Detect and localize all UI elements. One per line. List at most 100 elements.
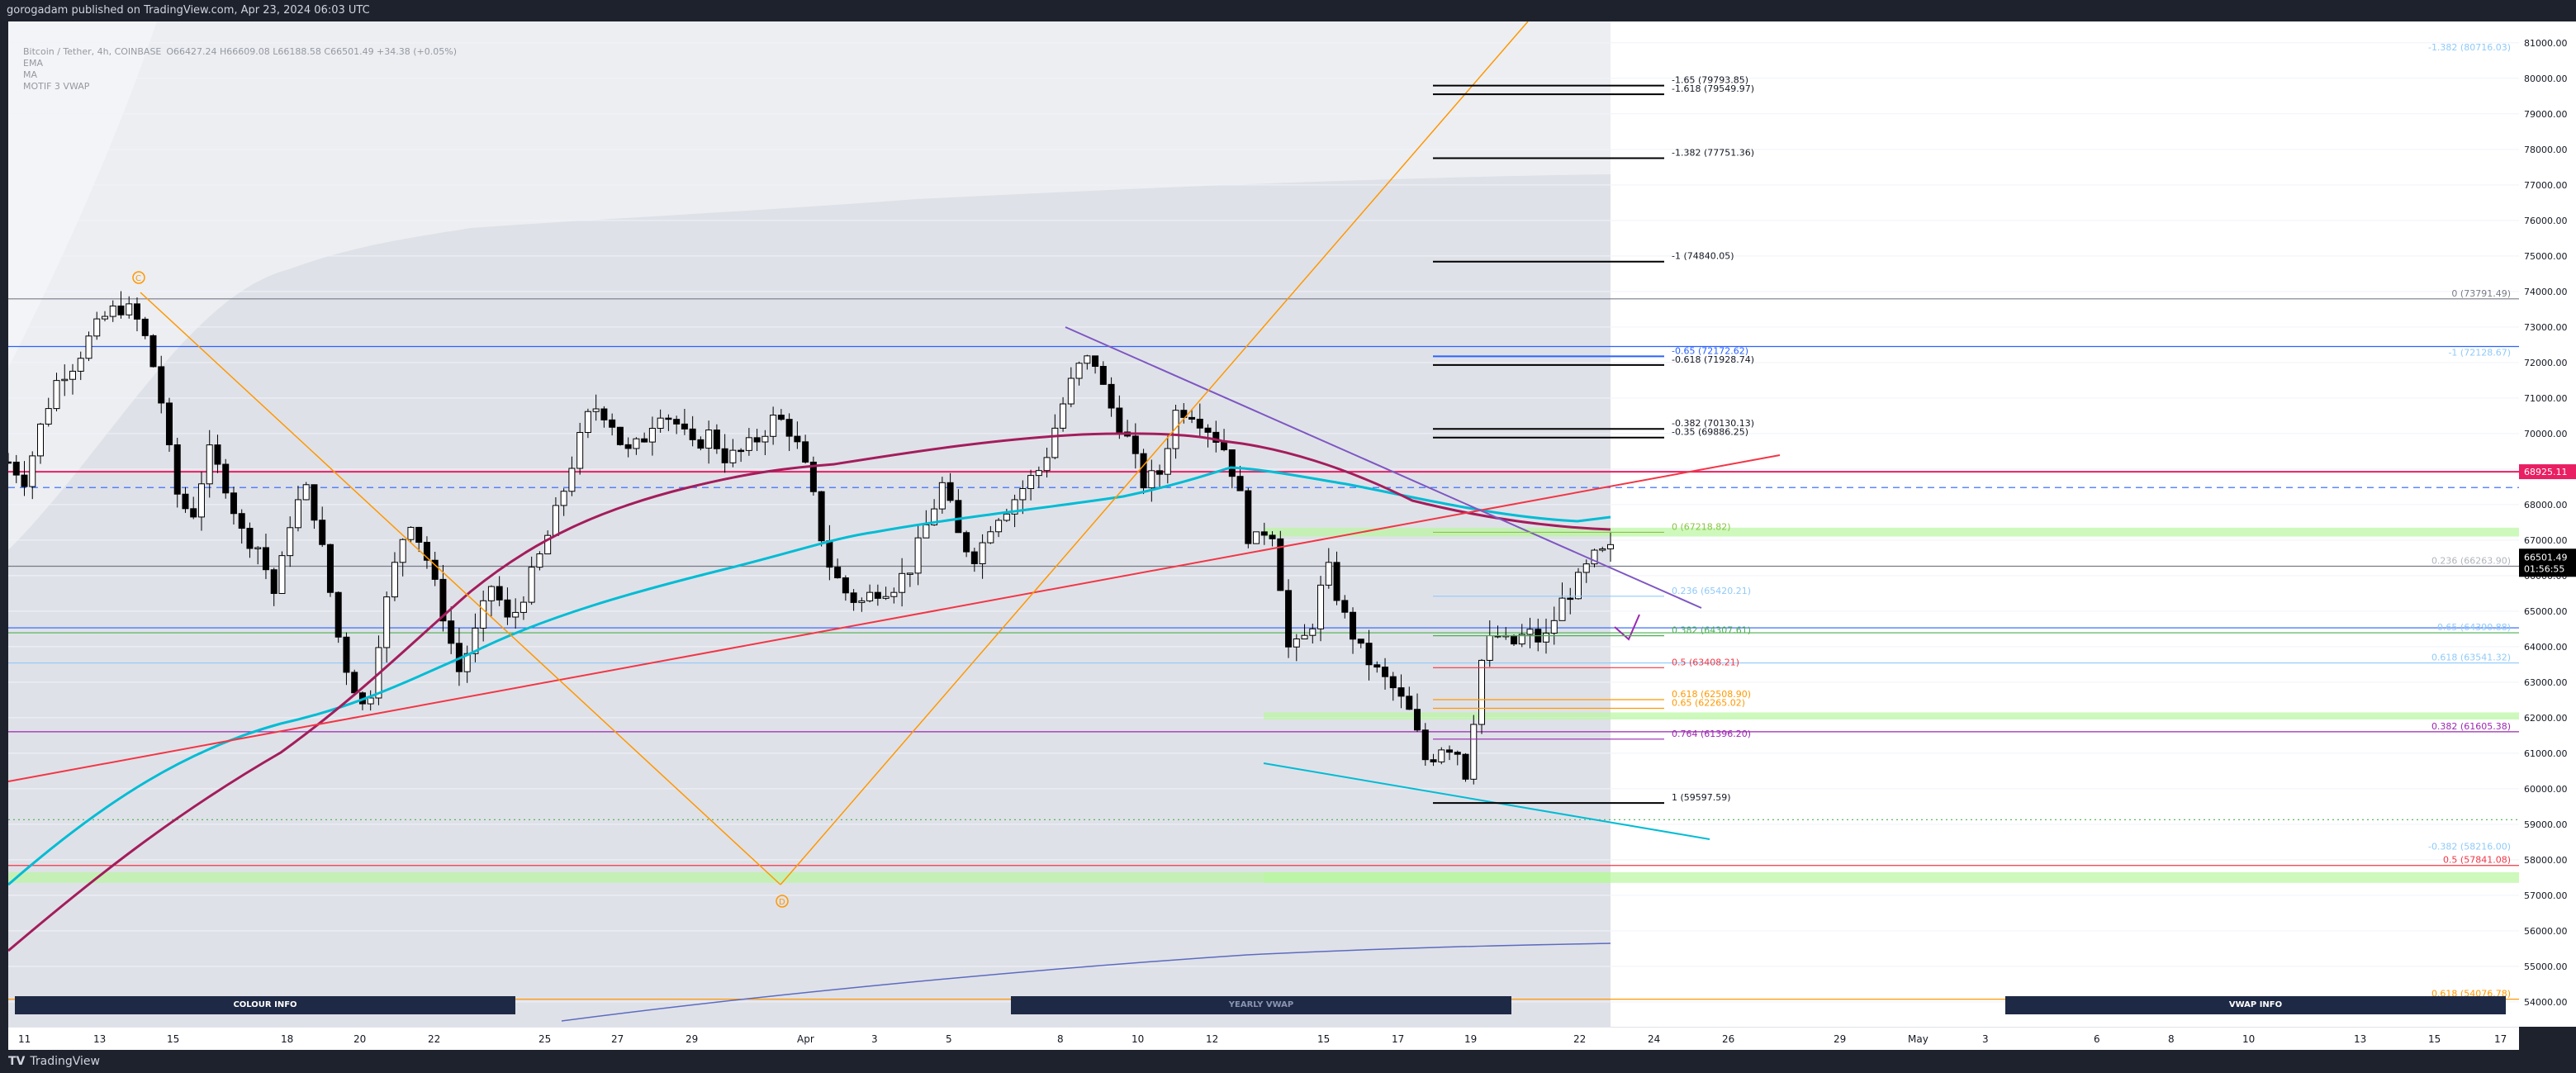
price-tick-label: 56000.00: [2524, 926, 2568, 937]
candle: [190, 496, 197, 520]
green-zone-left: [8, 871, 1611, 883]
candle: [504, 587, 511, 625]
candle: [1446, 745, 1454, 761]
candle: [657, 409, 664, 433]
candle: [36, 422, 44, 464]
candle: [995, 518, 1003, 538]
candle: [568, 456, 576, 496]
candle: [319, 506, 326, 548]
time-tick-label: 5: [946, 1033, 952, 1045]
candle: [705, 420, 713, 464]
candle: [1108, 377, 1115, 417]
fib-left-label: -0.618 (71928.74): [1672, 354, 1754, 365]
candle: [1607, 531, 1614, 562]
candle: [126, 296, 133, 319]
fib-extension-left: -1.65 (79793.85)-1.618 (79549.97) -1.382 …: [1433, 75, 1754, 805]
candle: [1357, 639, 1364, 648]
candle: [1365, 629, 1373, 681]
candle: [1196, 403, 1203, 439]
candle: [576, 422, 584, 475]
candle: [69, 363, 76, 395]
candle: [1325, 548, 1332, 589]
price-tick-label: 54000.00: [2524, 997, 2568, 1008]
fib-right-label: -1.382 (80716.03): [2428, 42, 2511, 53]
price-tick-label: 65000.00: [2524, 606, 2568, 617]
time-tick-label: 15: [167, 1033, 179, 1045]
time-tick-label: 15: [1317, 1033, 1330, 1045]
candle: [866, 584, 874, 603]
candle: [343, 632, 350, 686]
yearly-vwap-button[interactable]: YEARLY VWAP: [1011, 996, 1511, 1014]
candle: [1043, 447, 1051, 478]
candle: [673, 415, 681, 434]
price-scale[interactable]: 81000.00 80000.00 79000.00 78000.00 77000.00…: [2519, 21, 2576, 1027]
candle: [1075, 361, 1083, 386]
candle: [1430, 753, 1437, 767]
candle: [8, 453, 12, 464]
pattern-point-c-label: C: [135, 274, 141, 283]
legend-indicator-ema[interactable]: EMA: [23, 58, 43, 69]
vwap-info-button[interactable]: VWAP INFO: [2005, 996, 2506, 1014]
fib-left-label: 0.65 (62265.02): [1672, 697, 1745, 708]
chart-svg[interactable]: C D -1.65 (79793.85)-1.618 (79549.97)-1.…: [8, 21, 2519, 1027]
candle: [45, 397, 52, 427]
candle: [1172, 405, 1179, 459]
candle: [600, 406, 608, 428]
candle: [794, 421, 801, 449]
tradingview-logo-icon[interactable]: TV: [8, 1055, 26, 1068]
fib-left-label: -1.618 (79549.97): [1672, 83, 1754, 94]
time-tick-label: 25: [538, 1033, 551, 1045]
yearly-vwap-line: [561, 942, 1611, 1022]
candle: [584, 408, 591, 439]
left-toolbar-strip: [0, 21, 8, 1050]
fib-right-label: 0.236 (66263.90): [2431, 556, 2511, 567]
fib-extension-right: -1.382 (80716.03) 0 (73791.49) -1 (72128.6…: [2428, 42, 2511, 999]
candle: [302, 482, 310, 501]
cyan-support-line: [1263, 762, 1710, 840]
candle: [1397, 674, 1405, 709]
candle: [141, 316, 149, 339]
candle: [1116, 395, 1123, 439]
candle: [536, 551, 543, 571]
candle: [1035, 466, 1042, 488]
colour-info-button[interactable]: COLOUR INFO: [15, 996, 515, 1014]
candle: [93, 311, 101, 340]
candle: [1003, 508, 1010, 522]
candle: [1260, 522, 1268, 545]
legend-indicator-ma[interactable]: MA: [23, 69, 38, 80]
candle: [1204, 424, 1212, 448]
candle: [165, 397, 173, 452]
candle: [77, 351, 84, 381]
legend-indicator-vwap[interactable]: MOTIF 3 VWAP: [23, 81, 90, 92]
candle: [1317, 576, 1325, 642]
price-tick-label: 75000.00: [2524, 251, 2568, 262]
candle: [1567, 587, 1574, 615]
time-tick-label: 10: [1131, 1033, 1144, 1045]
candle: [85, 331, 93, 362]
legend-symbol: Bitcoin / Tether, 4h, COINBASE: [23, 46, 162, 57]
candle: [1382, 658, 1389, 690]
time-tick-label: May: [1908, 1033, 1928, 1045]
candle: [311, 484, 318, 529]
vwap-band: [8, 21, 1611, 550]
candle: [963, 530, 970, 558]
fib-left-label: 0 (67218.82): [1672, 521, 1731, 532]
candle: [21, 461, 28, 496]
candle: [874, 584, 881, 606]
chart-pane[interactable]: C D -1.65 (79793.85) -1.618 (79549.97) -1.…: [8, 21, 2519, 1027]
time-tick-label: 22: [428, 1033, 440, 1045]
candle: [519, 596, 527, 620]
candle: [1156, 464, 1164, 487]
candle: [544, 530, 552, 555]
candle: [1027, 469, 1035, 501]
time-axis[interactable]: 11 13 15 18 20 22 25 27 29 Apr 3 5 8 10 12 15 17 19 22 24 26…: [8, 1027, 2519, 1051]
publish-note: gorogadam published on TradingView.com, …: [7, 4, 370, 17]
candle: [1301, 624, 1308, 640]
candle: [391, 552, 398, 601]
candle: [351, 669, 358, 694]
candle: [785, 413, 793, 451]
candle: [197, 471, 205, 531]
candle: [770, 406, 777, 445]
candle: [616, 426, 624, 446]
green-zone: [1264, 527, 2519, 537]
